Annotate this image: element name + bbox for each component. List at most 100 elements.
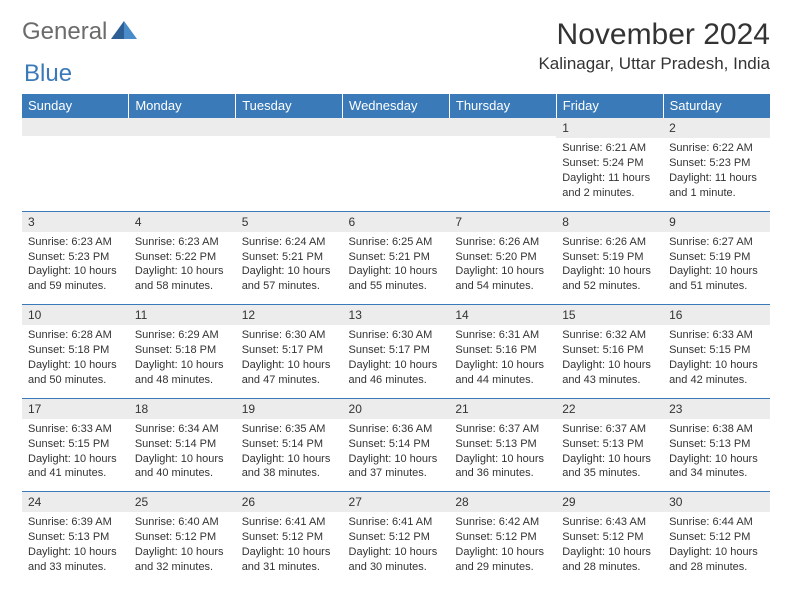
calendar-day-cell: 3Sunrise: 6:23 AMSunset: 5:23 PMDaylight… (22, 211, 129, 305)
day-number (343, 118, 450, 136)
day-body: Sunrise: 6:34 AMSunset: 5:14 PMDaylight:… (129, 419, 236, 491)
day-line: Sunrise: 6:24 AM (242, 235, 337, 250)
day-line: Daylight: 10 hours and 42 minutes. (669, 358, 764, 388)
day-number: 5 (236, 212, 343, 232)
day-body: Sunrise: 6:40 AMSunset: 5:12 PMDaylight:… (129, 512, 236, 584)
calendar-day-cell: 17Sunrise: 6:33 AMSunset: 5:15 PMDayligh… (22, 398, 129, 492)
day-line: Daylight: 11 hours and 1 minute. (669, 171, 764, 201)
day-number: 29 (556, 492, 663, 512)
day-line: Sunrise: 6:27 AM (669, 235, 764, 250)
day-line: Sunset: 5:12 PM (455, 530, 550, 545)
calendar-day-cell: 13Sunrise: 6:30 AMSunset: 5:17 PMDayligh… (343, 305, 450, 399)
calendar-day-cell: 14Sunrise: 6:31 AMSunset: 5:16 PMDayligh… (449, 305, 556, 399)
day-line: Sunset: 5:22 PM (135, 250, 230, 265)
day-number (129, 118, 236, 136)
day-line: Daylight: 10 hours and 34 minutes. (669, 452, 764, 482)
day-body: Sunrise: 6:28 AMSunset: 5:18 PMDaylight:… (22, 325, 129, 397)
day-line: Sunrise: 6:42 AM (455, 515, 550, 530)
day-number: 26 (236, 492, 343, 512)
day-line: Daylight: 10 hours and 43 minutes. (562, 358, 657, 388)
day-line: Daylight: 10 hours and 40 minutes. (135, 452, 230, 482)
day-body: Sunrise: 6:33 AMSunset: 5:15 PMDaylight:… (22, 419, 129, 491)
day-number: 30 (663, 492, 770, 512)
day-number: 23 (663, 399, 770, 419)
day-line: Daylight: 10 hours and 55 minutes. (349, 264, 444, 294)
day-number: 6 (343, 212, 450, 232)
day-line: Daylight: 10 hours and 29 minutes. (455, 545, 550, 575)
day-line: Sunrise: 6:32 AM (562, 328, 657, 343)
calendar-day-cell (343, 118, 450, 212)
day-body: Sunrise: 6:41 AMSunset: 5:12 PMDaylight:… (343, 512, 450, 584)
calendar-day-cell: 4Sunrise: 6:23 AMSunset: 5:22 PMDaylight… (129, 211, 236, 305)
day-line: Sunset: 5:12 PM (135, 530, 230, 545)
calendar-day-cell: 28Sunrise: 6:42 AMSunset: 5:12 PMDayligh… (449, 492, 556, 585)
day-body: Sunrise: 6:42 AMSunset: 5:12 PMDaylight:… (449, 512, 556, 584)
day-body: Sunrise: 6:37 AMSunset: 5:13 PMDaylight:… (449, 419, 556, 491)
calendar-day-cell (449, 118, 556, 212)
calendar-week-row: 17Sunrise: 6:33 AMSunset: 5:15 PMDayligh… (22, 398, 770, 492)
day-number: 3 (22, 212, 129, 232)
calendar-day-cell: 10Sunrise: 6:28 AMSunset: 5:18 PMDayligh… (22, 305, 129, 399)
day-line: Sunset: 5:17 PM (242, 343, 337, 358)
day-line: Sunset: 5:13 PM (562, 437, 657, 452)
day-number: 14 (449, 305, 556, 325)
day-body: Sunrise: 6:29 AMSunset: 5:18 PMDaylight:… (129, 325, 236, 397)
day-line: Sunset: 5:23 PM (669, 156, 764, 171)
day-line: Sunrise: 6:37 AM (455, 422, 550, 437)
day-line: Daylight: 10 hours and 51 minutes. (669, 264, 764, 294)
day-line: Sunrise: 6:29 AM (135, 328, 230, 343)
day-number: 10 (22, 305, 129, 325)
weekday-header-row: Sunday Monday Tuesday Wednesday Thursday… (22, 94, 770, 118)
day-line: Sunrise: 6:38 AM (669, 422, 764, 437)
day-line: Daylight: 10 hours and 54 minutes. (455, 264, 550, 294)
day-number: 8 (556, 212, 663, 232)
day-number: 19 (236, 399, 343, 419)
day-number: 12 (236, 305, 343, 325)
day-body (129, 136, 236, 198)
day-body: Sunrise: 6:37 AMSunset: 5:13 PMDaylight:… (556, 419, 663, 491)
day-line: Sunrise: 6:28 AM (28, 328, 123, 343)
day-number: 21 (449, 399, 556, 419)
day-line: Sunset: 5:15 PM (28, 437, 123, 452)
logo-triangle-icon (111, 18, 137, 46)
weekday-header: Saturday (663, 94, 770, 118)
calendar-day-cell: 26Sunrise: 6:41 AMSunset: 5:12 PMDayligh… (236, 492, 343, 585)
day-line: Sunrise: 6:43 AM (562, 515, 657, 530)
day-number: 4 (129, 212, 236, 232)
day-line: Sunset: 5:19 PM (669, 250, 764, 265)
day-line: Sunset: 5:18 PM (28, 343, 123, 358)
day-line: Sunrise: 6:33 AM (669, 328, 764, 343)
day-body: Sunrise: 6:27 AMSunset: 5:19 PMDaylight:… (663, 232, 770, 304)
day-line: Daylight: 10 hours and 41 minutes. (28, 452, 123, 482)
weekday-header: Tuesday (236, 94, 343, 118)
day-line: Sunrise: 6:23 AM (28, 235, 123, 250)
day-number: 25 (129, 492, 236, 512)
day-body: Sunrise: 6:21 AMSunset: 5:24 PMDaylight:… (556, 138, 663, 210)
day-line: Sunrise: 6:23 AM (135, 235, 230, 250)
day-line: Daylight: 10 hours and 37 minutes. (349, 452, 444, 482)
day-line: Sunset: 5:14 PM (135, 437, 230, 452)
day-number (236, 118, 343, 136)
day-line: Sunrise: 6:34 AM (135, 422, 230, 437)
day-body: Sunrise: 6:36 AMSunset: 5:14 PMDaylight:… (343, 419, 450, 491)
calendar-day-cell: 16Sunrise: 6:33 AMSunset: 5:15 PMDayligh… (663, 305, 770, 399)
day-line: Daylight: 10 hours and 47 minutes. (242, 358, 337, 388)
day-line: Sunset: 5:14 PM (349, 437, 444, 452)
day-line: Sunset: 5:13 PM (28, 530, 123, 545)
calendar-day-cell: 7Sunrise: 6:26 AMSunset: 5:20 PMDaylight… (449, 211, 556, 305)
calendar-day-cell: 27Sunrise: 6:41 AMSunset: 5:12 PMDayligh… (343, 492, 450, 585)
day-line: Sunrise: 6:22 AM (669, 141, 764, 156)
day-line: Daylight: 10 hours and 57 minutes. (242, 264, 337, 294)
calendar-day-cell: 21Sunrise: 6:37 AMSunset: 5:13 PMDayligh… (449, 398, 556, 492)
weekday-header: Wednesday (343, 94, 450, 118)
weekday-header: Sunday (22, 94, 129, 118)
day-number: 16 (663, 305, 770, 325)
day-line: Sunrise: 6:26 AM (562, 235, 657, 250)
day-line: Sunset: 5:23 PM (28, 250, 123, 265)
day-line: Sunrise: 6:44 AM (669, 515, 764, 530)
day-line: Sunset: 5:12 PM (562, 530, 657, 545)
logo: General (22, 18, 137, 46)
day-line: Sunrise: 6:41 AM (242, 515, 337, 530)
day-body: Sunrise: 6:41 AMSunset: 5:12 PMDaylight:… (236, 512, 343, 584)
calendar-day-cell: 29Sunrise: 6:43 AMSunset: 5:12 PMDayligh… (556, 492, 663, 585)
